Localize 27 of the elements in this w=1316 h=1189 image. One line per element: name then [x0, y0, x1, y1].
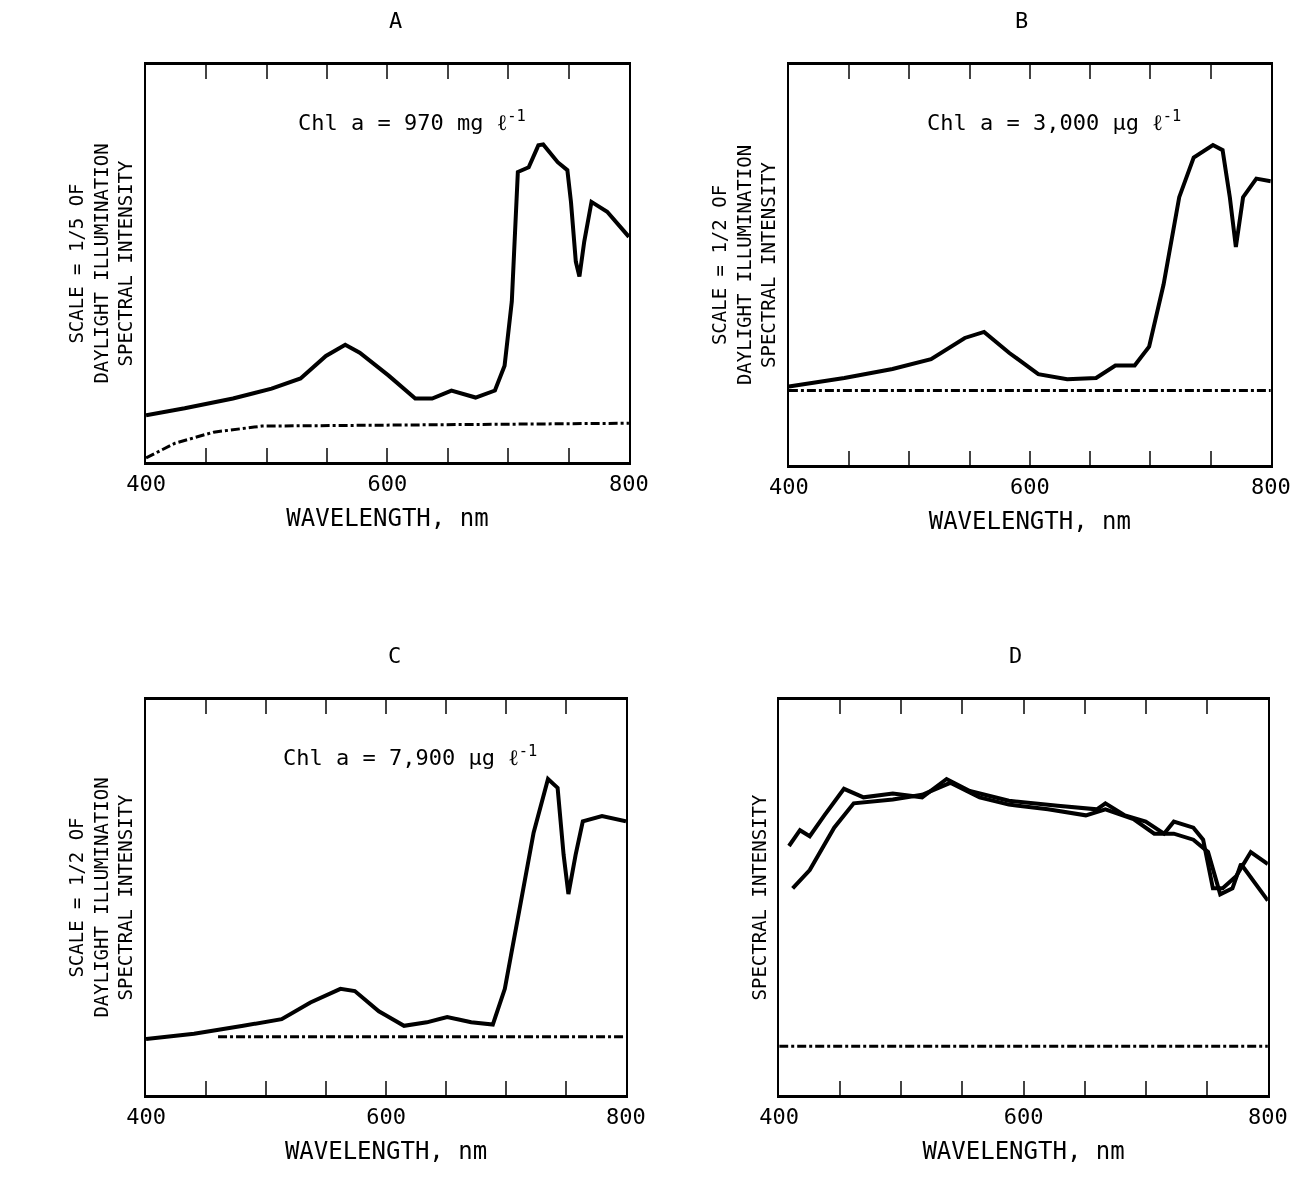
x-axis-title: WAVELENGTH, nm: [922, 1136, 1125, 1165]
chart-title: D: [1009, 643, 1023, 668]
x-axis-title: WAVELENGTH, nm: [928, 506, 1131, 535]
y-axis-title: SCALE = 1/2 OF DAYLIGHT ILLUMINATION SPECTRAL INTENSITY: [65, 777, 137, 1018]
x-axis-title: WAVELENGTH, nm: [284, 1136, 488, 1165]
x-axis-title: WAVELENGTH, nm: [286, 503, 489, 532]
x-tick-label: 400: [126, 471, 166, 497]
y-axis-title: SPECTRAL INTENSITY: [747, 793, 770, 1001]
x-tick-label: 800: [1248, 1104, 1288, 1130]
x-tick-label: 400: [759, 1104, 800, 1130]
text: Chl a = 7,900 μg ℓ$^{-1}$: [283, 742, 538, 771]
x-tick-label: 600: [366, 1104, 406, 1130]
x-tick-label: 600: [1009, 474, 1050, 500]
x-tick-label: 800: [606, 1104, 646, 1130]
chart-title: B: [1015, 8, 1029, 33]
y-axis-title: SCALE = 1/2 OF DAYLIGHT ILLUMINATION SPECTRAL INTENSITY: [707, 144, 780, 386]
x-tick-label: 400: [126, 1104, 166, 1130]
x-tick-label: 800: [609, 471, 649, 497]
y-axis-title: SCALE = 1/5 OF DAYLIGHT ILLUMINATION SPECTRAL INTENSITY: [65, 143, 137, 384]
chart-title: C: [388, 643, 402, 668]
text: Chl a = 970 mg ℓ$^{-1}$: [298, 107, 526, 136]
text: Chl a = 3,000 μg ℓ$^{-1}$: [927, 107, 1182, 136]
x-tick-label: 600: [1003, 1104, 1044, 1130]
x-tick-label: 600: [367, 471, 408, 497]
chart-title: A: [389, 8, 403, 33]
x-tick-label: 800: [1250, 474, 1291, 500]
x-tick-label: 400: [769, 474, 809, 500]
